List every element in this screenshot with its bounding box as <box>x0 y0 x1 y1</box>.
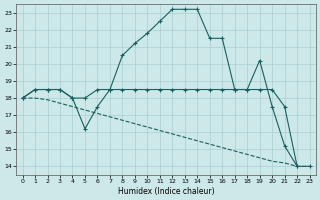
X-axis label: Humidex (Indice chaleur): Humidex (Indice chaleur) <box>118 187 214 196</box>
